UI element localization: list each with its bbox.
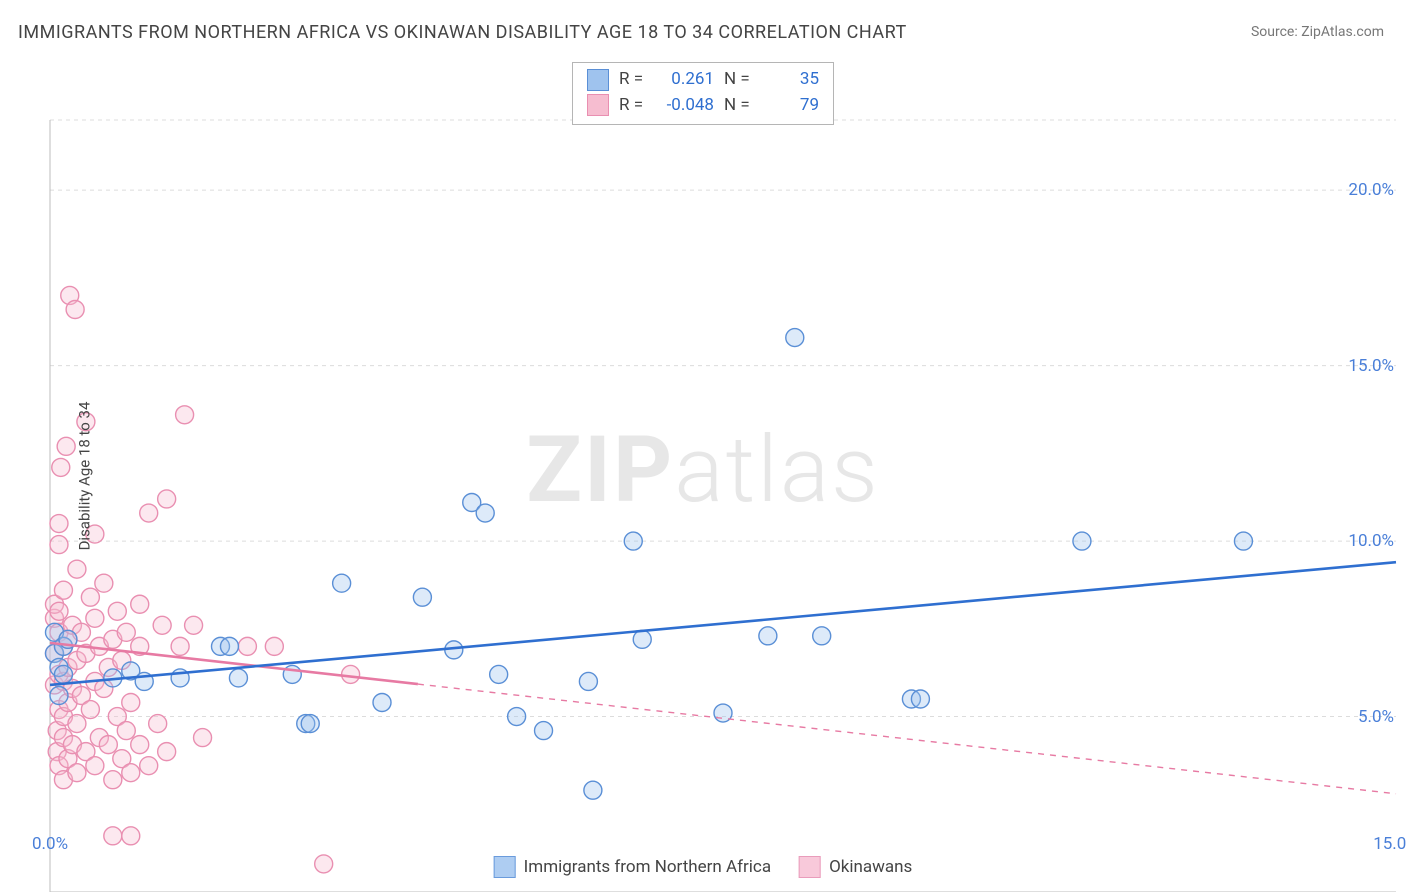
r-value-blue: 0.261 [659, 67, 714, 93]
scatter-plot-svg [0, 60, 1406, 892]
y-tick-label: 20.0% [1348, 180, 1394, 200]
correlation-legend: R = 0.261 N = 35 R = -0.048 N = 79 [572, 62, 834, 125]
chart-title: IMMIGRANTS FROM NORTHERN AFRICA VS OKINA… [18, 22, 907, 43]
legend-swatch-blue [587, 69, 609, 91]
legend-row-blue: R = 0.261 N = 35 [587, 67, 819, 93]
legend-label-pink: Okinawans [829, 857, 912, 877]
r-label: R = [619, 93, 649, 119]
series-legend: Immigrants from Northern Africa Okinawan… [494, 856, 913, 878]
x-tick-label: 0.0% [32, 834, 68, 854]
chart-container: Disability Age 18 to 34 ZIPatlas [0, 60, 1406, 892]
r-value-pink: -0.048 [659, 93, 714, 119]
source-attribution: Source: ZipAtlas.com [1251, 24, 1384, 40]
r-label: R = [619, 67, 649, 93]
n-label: N = [724, 93, 754, 119]
y-tick-label: 5.0% [1358, 707, 1394, 727]
x-tick-label: 15.0% [1373, 834, 1406, 854]
legend-swatch-blue-bottom [494, 856, 516, 878]
legend-item-pink: Okinawans [799, 856, 912, 878]
n-value-pink: 79 [764, 93, 819, 119]
legend-swatch-pink [587, 94, 609, 116]
y-tick-label: 15.0% [1348, 356, 1394, 376]
legend-swatch-pink-bottom [799, 856, 821, 878]
n-value-blue: 35 [764, 67, 819, 93]
legend-item-blue: Immigrants from Northern Africa [494, 856, 771, 878]
y-axis-label: Disability Age 18 to 34 [75, 402, 93, 551]
legend-label-blue: Immigrants from Northern Africa [524, 857, 771, 877]
y-tick-label: 10.0% [1348, 531, 1394, 551]
n-label: N = [724, 67, 754, 93]
legend-row-pink: R = -0.048 N = 79 [587, 93, 819, 119]
